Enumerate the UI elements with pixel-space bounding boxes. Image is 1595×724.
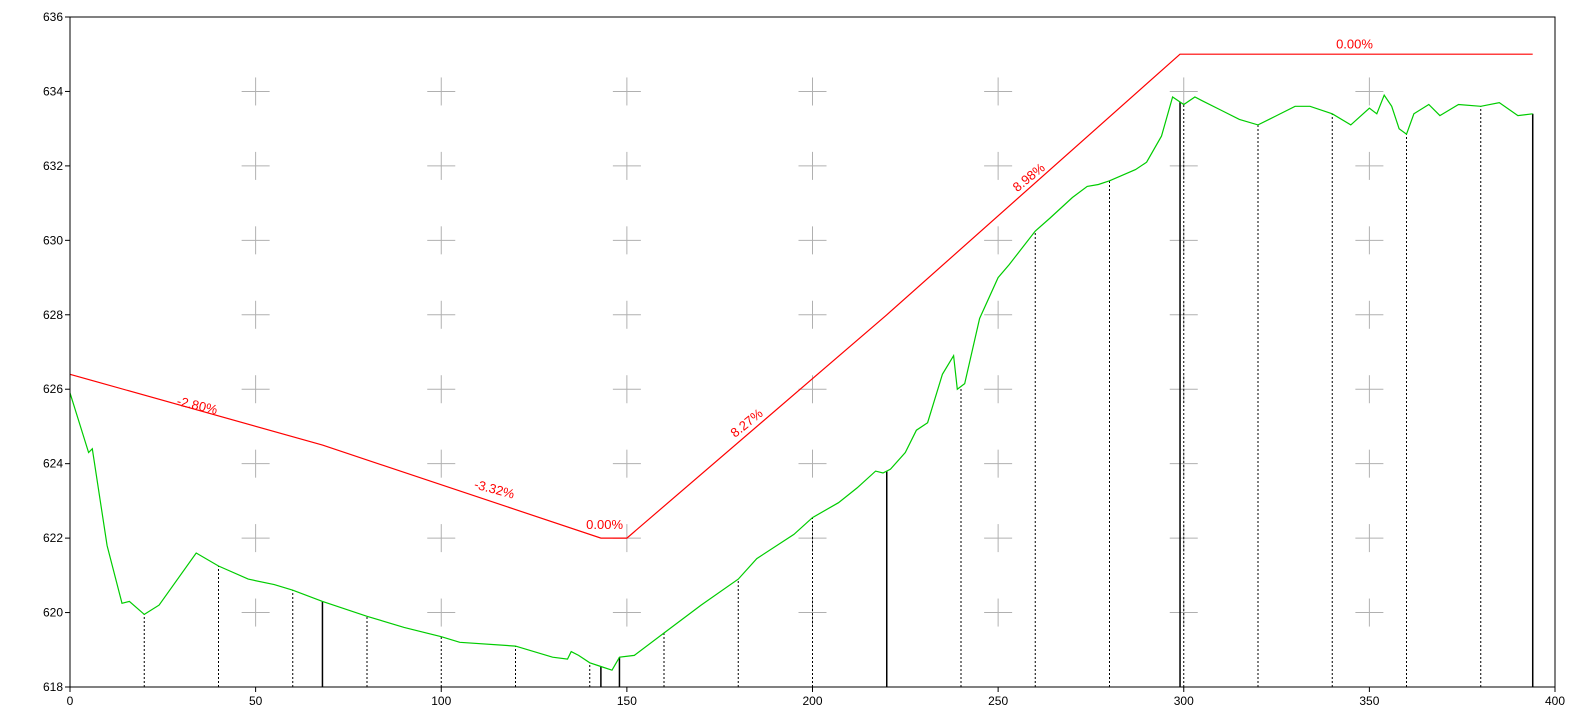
x-tick-label: 50 xyxy=(249,694,263,708)
slope-label: 0.00% xyxy=(1336,37,1373,52)
x-tick-label: 300 xyxy=(1174,694,1194,708)
station-lines xyxy=(69,101,1534,687)
x-tick-label: 400 xyxy=(1545,694,1565,708)
series-lines xyxy=(69,53,1533,671)
y-tick-label: 632 xyxy=(43,159,63,173)
slope-labels: -2.80%-3.32%0.00%8.27%8.98%0.00% xyxy=(175,37,1373,532)
y-tick-label: 636 xyxy=(43,10,63,24)
x-tick-label: 0 xyxy=(67,694,74,708)
y-tick-label: 624 xyxy=(43,457,63,471)
x-tick-label: 250 xyxy=(988,694,1008,708)
x-tick-label: 150 xyxy=(617,694,637,708)
axis-ticks: 0 50 100 150 200 250 300 350 400 618 620 622 624 626 6… xyxy=(43,10,1565,708)
slope-label: 0.00% xyxy=(586,517,623,532)
grid-crosshairs xyxy=(241,77,1384,627)
y-tick-label: 618 xyxy=(43,680,63,694)
x-tick-label: 350 xyxy=(1359,694,1379,708)
y-tick-label: 622 xyxy=(43,531,63,545)
y-tick-label: 620 xyxy=(43,606,63,620)
y-tick-label: 634 xyxy=(43,84,63,98)
ground-profile-line xyxy=(69,93,1533,671)
slope-label: -2.80% xyxy=(175,393,219,417)
y-tick-label: 628 xyxy=(43,308,63,322)
design-grade-line xyxy=(69,53,1533,539)
x-tick-label: 200 xyxy=(802,694,822,708)
x-tick-label: 100 xyxy=(431,694,451,708)
y-tick-label: 630 xyxy=(43,233,63,247)
y-tick-label: 626 xyxy=(43,382,63,396)
